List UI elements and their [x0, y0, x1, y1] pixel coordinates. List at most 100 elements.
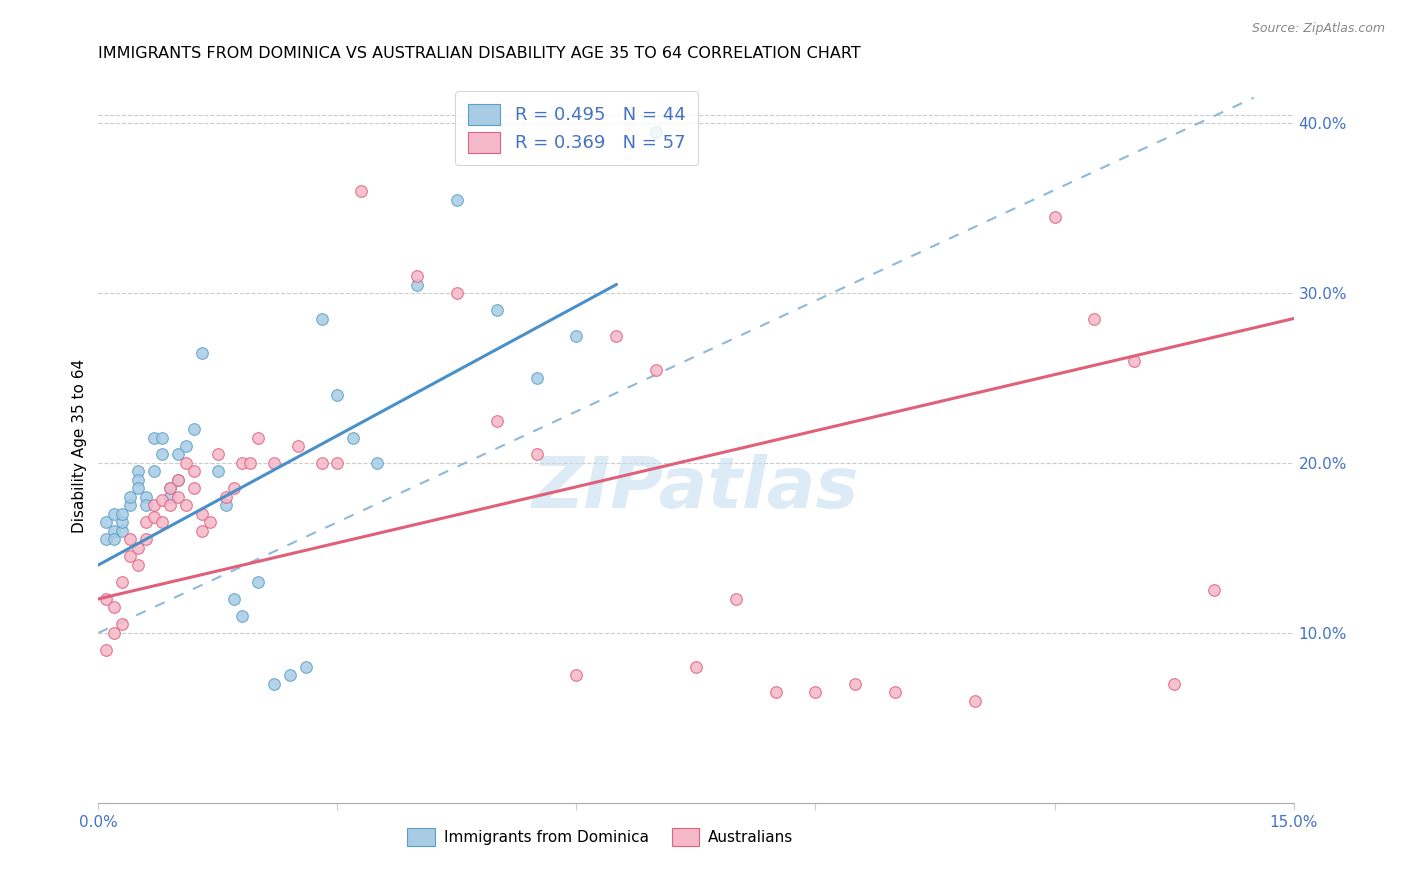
Point: [174, 499, 197, 513]
Point: [183, 422, 205, 436]
Point: [120, 499, 142, 513]
Point: [326, 456, 349, 470]
Point: [1163, 677, 1185, 691]
Point: [120, 549, 142, 564]
Point: [191, 345, 214, 359]
Y-axis label: Disability Age 35 to 64: Disability Age 35 to 64: [72, 359, 87, 533]
Point: [222, 482, 245, 496]
Point: [150, 493, 173, 508]
Point: [1202, 583, 1225, 598]
Point: [96, 643, 118, 657]
Point: [143, 430, 166, 444]
Point: [485, 413, 508, 427]
Point: [143, 510, 166, 524]
Point: [167, 490, 190, 504]
Point: [135, 499, 157, 513]
Point: [645, 362, 668, 376]
Point: [207, 448, 229, 462]
Point: [159, 482, 181, 496]
Point: [191, 524, 214, 538]
Point: [350, 184, 373, 198]
Point: [127, 558, 149, 572]
Point: [311, 456, 333, 470]
Point: [239, 456, 262, 470]
Point: [167, 473, 190, 487]
Point: [565, 668, 588, 682]
Point: [446, 286, 468, 301]
Point: [1083, 311, 1105, 326]
Point: [111, 574, 134, 589]
Point: [215, 490, 238, 504]
Point: [127, 465, 149, 479]
Point: [111, 617, 134, 632]
Point: [446, 193, 468, 207]
Point: [804, 685, 827, 699]
Point: [120, 533, 142, 547]
Point: [111, 507, 134, 521]
Point: [963, 694, 986, 708]
Point: [263, 456, 285, 470]
Point: [246, 430, 269, 444]
Point: [103, 507, 125, 521]
Point: [565, 328, 588, 343]
Point: [198, 516, 221, 530]
Point: [246, 574, 269, 589]
Point: [844, 677, 866, 691]
Point: [406, 269, 429, 284]
Point: [120, 490, 142, 504]
Point: [96, 591, 118, 606]
Point: [127, 541, 149, 555]
Point: [263, 677, 285, 691]
Point: [103, 626, 125, 640]
Point: [135, 490, 157, 504]
Point: [231, 456, 253, 470]
Point: [215, 499, 238, 513]
Point: [294, 660, 316, 674]
Point: [342, 430, 364, 444]
Point: [724, 591, 747, 606]
Point: [287, 439, 309, 453]
Point: [406, 277, 429, 292]
Point: [765, 685, 787, 699]
Point: [103, 533, 125, 547]
Point: [183, 482, 205, 496]
Point: [174, 439, 197, 453]
Point: [150, 516, 173, 530]
Point: [191, 507, 214, 521]
Point: [111, 524, 134, 538]
Point: [135, 516, 157, 530]
Point: [526, 448, 548, 462]
Point: [143, 465, 166, 479]
Point: [884, 685, 907, 699]
Point: [1123, 354, 1146, 368]
Point: [231, 608, 253, 623]
Point: [159, 499, 181, 513]
Point: [135, 533, 157, 547]
Point: [96, 516, 118, 530]
Point: [150, 430, 173, 444]
Point: [222, 591, 245, 606]
Text: IMMIGRANTS FROM DOMINICA VS AUSTRALIAN DISABILITY AGE 35 TO 64 CORRELATION CHART: IMMIGRANTS FROM DOMINICA VS AUSTRALIAN D…: [98, 45, 860, 61]
Point: [167, 473, 190, 487]
Point: [685, 660, 707, 674]
Point: [278, 668, 301, 682]
Point: [159, 490, 181, 504]
Point: [150, 448, 173, 462]
Point: [103, 600, 125, 615]
Point: [111, 516, 134, 530]
Point: [366, 456, 388, 470]
Point: [1043, 210, 1066, 224]
Text: ZIPatlas: ZIPatlas: [533, 454, 859, 524]
Point: [645, 125, 668, 139]
Text: Source: ZipAtlas.com: Source: ZipAtlas.com: [1251, 22, 1385, 36]
Point: [485, 303, 508, 318]
Point: [159, 482, 181, 496]
Point: [127, 482, 149, 496]
Point: [311, 311, 333, 326]
Point: [207, 465, 229, 479]
Point: [103, 524, 125, 538]
Point: [127, 473, 149, 487]
Point: [174, 456, 197, 470]
Point: [526, 371, 548, 385]
Legend: Immigrants from Dominica, Australians: Immigrants from Dominica, Australians: [401, 822, 800, 852]
